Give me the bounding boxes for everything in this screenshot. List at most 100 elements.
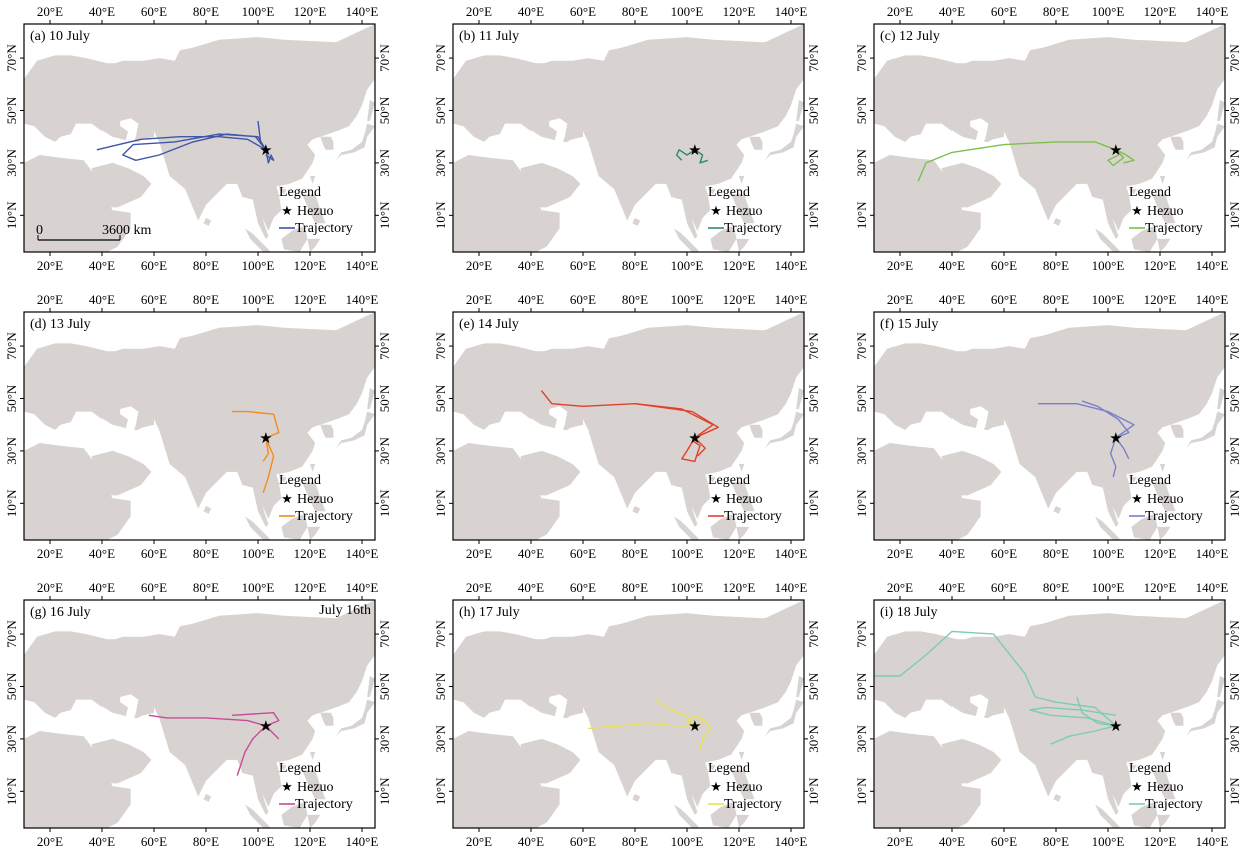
lon-tick-label: 120°E	[294, 580, 327, 595]
lon-tick-label: 80°E	[193, 834, 219, 849]
legend-star-icon: ★	[281, 203, 293, 218]
lon-tick-label: 100°E	[671, 580, 704, 595]
trajectory-line	[262, 437, 270, 462]
map-panel: ★ 20°E 20°E 40°E 40°E 60°E 60°E 80°E 80°E 100°E 10…	[429, 288, 840, 566]
land	[24, 312, 375, 540]
lat-tick-label: 50°N	[806, 384, 821, 412]
lat-tick-label: 30°N	[433, 436, 448, 464]
lat-tick-label: 50°N	[806, 96, 821, 124]
caspian-sea	[970, 694, 989, 721]
lon-tick-label: 80°E	[622, 834, 648, 849]
lat-tick-label: 50°N	[806, 672, 821, 700]
land	[453, 600, 804, 828]
map-frame	[452, 23, 805, 253]
lon-tick-label: 140°E	[346, 546, 379, 561]
lon-tick-label: 100°E	[1092, 580, 1125, 595]
panel-title: (e) 14 July	[459, 317, 519, 332]
trajectory-line	[232, 410, 280, 439]
lat-tick-label: 70°N	[1227, 620, 1242, 648]
trajectory-line	[1076, 696, 1116, 727]
lon-tick-label: 100°E	[242, 4, 275, 19]
lon-tick-label: 80°E	[1043, 292, 1069, 307]
lon-tick-label: 120°E	[294, 4, 327, 19]
panel-annotation: July 16th	[319, 603, 371, 618]
trajectory-line	[917, 141, 1117, 182]
lat-tick-label: 30°N	[377, 148, 392, 176]
lat-tick-label: 10°N	[377, 201, 392, 229]
trajectory-line	[1107, 149, 1125, 167]
hezuo-star-icon: ★	[688, 719, 701, 735]
lon-tick-label: 80°E	[622, 292, 648, 307]
trajectory-line	[265, 725, 280, 740]
legend-title: Legend	[708, 761, 750, 776]
lon-tick-label: 140°E	[346, 4, 379, 19]
lon-tick-label: 40°E	[939, 292, 965, 307]
lon-tick-label: 140°E	[775, 292, 808, 307]
lat-tick-label: 10°N	[1227, 777, 1242, 805]
lon-tick-label: 80°E	[193, 292, 219, 307]
lon-tick-label: 40°E	[518, 292, 544, 307]
lat-tick-label: 50°N	[854, 96, 869, 124]
map-frame	[873, 599, 1226, 829]
lon-tick-label: 20°E	[37, 546, 63, 561]
lon-tick-label: 140°E	[346, 292, 379, 307]
hezuo-star-icon: ★	[259, 719, 272, 735]
trajectory-line	[1109, 437, 1117, 478]
lon-tick-label: 20°E	[37, 834, 63, 849]
lat-tick-label: 10°N	[377, 777, 392, 805]
lat-tick-label: 70°N	[806, 620, 821, 648]
lon-tick-label: 20°E	[466, 292, 492, 307]
lat-tick-label: 10°N	[433, 201, 448, 229]
legend-title: Legend	[708, 185, 750, 200]
trajectory-line	[236, 725, 267, 776]
lat-tick-label: 50°N	[854, 672, 869, 700]
lat-tick-label: 50°N	[433, 672, 448, 700]
legend-trajectory-label: Trajectory	[295, 509, 353, 524]
lon-tick-label: 120°E	[1144, 546, 1177, 561]
lat-tick-label: 50°N	[377, 384, 392, 412]
caspian-sea	[970, 118, 989, 145]
lon-tick-label: 20°E	[466, 258, 492, 273]
lon-tick-label: 60°E	[141, 834, 167, 849]
legend-title: Legend	[279, 761, 321, 776]
map-svg: ★ 20°E 20°E 40°E 40°E 60°E 60°E 80°E 80°E 100°E 10…	[433, 292, 821, 561]
lat-tick-label: 50°N	[377, 672, 392, 700]
hezuo-star-icon: ★	[1109, 143, 1122, 159]
lon-tick-label: 140°E	[346, 258, 379, 273]
trajectory-line	[1050, 725, 1116, 745]
lon-tick-label: 40°E	[89, 258, 115, 273]
legend-star-icon: ★	[1131, 779, 1143, 794]
lon-tick-label: 100°E	[242, 258, 275, 273]
map-svg: ★ 20°E 20°E 40°E 40°E 60°E 60°E 80°E 80°E 100°E 10…	[433, 580, 821, 849]
map-panel: ★ 20°E 20°E 40°E 40°E 60°E 60°E 80°E 80°E 100°E 10…	[429, 576, 840, 854]
scale-start-label: 0	[36, 223, 43, 238]
lat-tick-label: 70°N	[854, 44, 869, 72]
lon-tick-label: 40°E	[518, 546, 544, 561]
legend-star-icon: ★	[710, 203, 722, 218]
lon-tick-label: 140°E	[1196, 834, 1229, 849]
lon-tick-label: 100°E	[1092, 4, 1125, 19]
lon-tick-label: 100°E	[242, 834, 275, 849]
trajectory-line	[694, 719, 712, 750]
legend-station-label: Hezuo	[1147, 780, 1184, 795]
lon-tick-label: 20°E	[887, 546, 913, 561]
lat-tick-label: 70°N	[377, 332, 392, 360]
lon-tick-label: 140°E	[775, 258, 808, 273]
hezuo-star-icon: ★	[259, 431, 272, 447]
legend-title: Legend	[279, 185, 321, 200]
lat-tick-label: 70°N	[4, 332, 19, 360]
lon-tick-label: 120°E	[723, 834, 756, 849]
lat-tick-label: 30°N	[1227, 148, 1242, 176]
lon-tick-label: 60°E	[991, 4, 1017, 19]
trajectory-line	[1081, 400, 1130, 439]
map-svg: ★ 20°E 20°E 40°E 40°E 60°E 60°E 80°E 80°E 100°E 10…	[854, 292, 1242, 561]
lat-tick-label: 30°N	[4, 436, 19, 464]
trajectory-line	[588, 722, 695, 730]
lat-tick-label: 70°N	[806, 44, 821, 72]
legend-star-icon: ★	[281, 491, 293, 506]
map-frame	[873, 311, 1226, 541]
lon-tick-label: 40°E	[939, 4, 965, 19]
trajectory-line	[634, 403, 714, 439]
lat-tick-label: 10°N	[1227, 201, 1242, 229]
lat-tick-label: 10°N	[4, 489, 19, 517]
